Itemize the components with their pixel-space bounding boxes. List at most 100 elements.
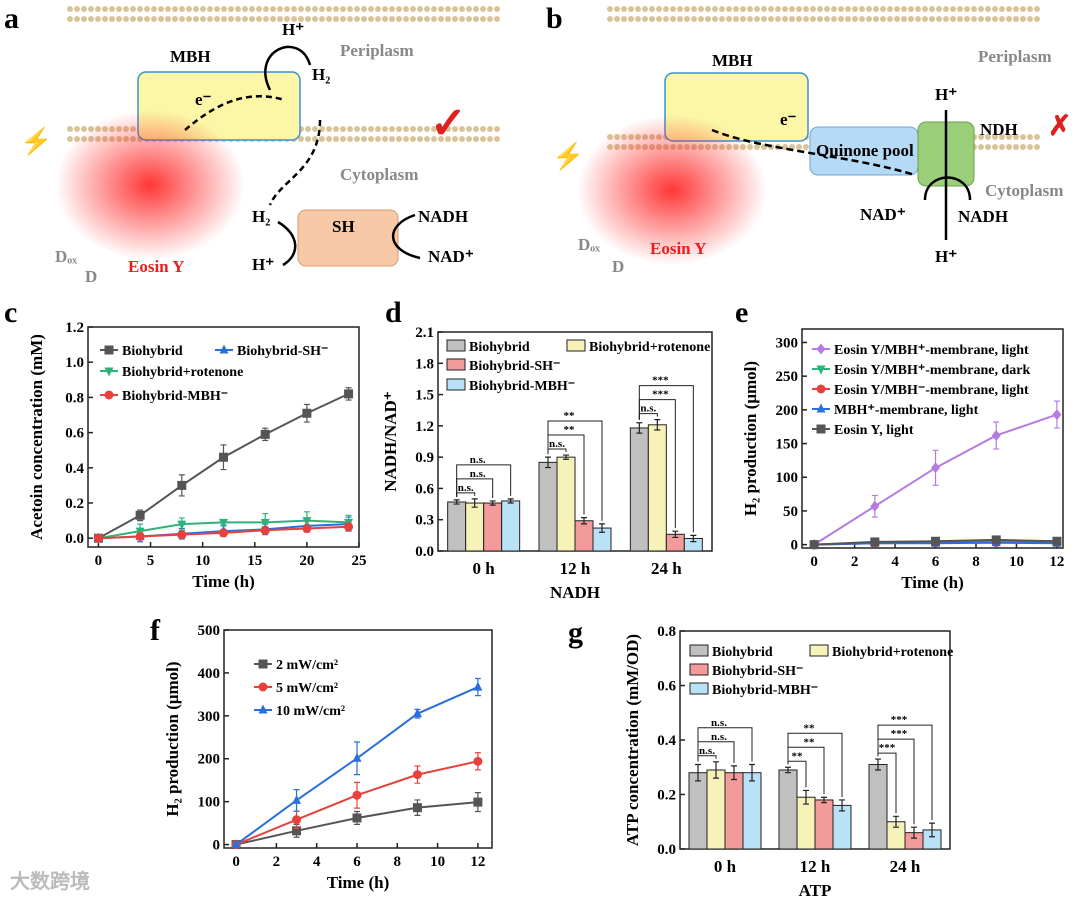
h2-diffusion-arrow (268, 119, 322, 206)
lipid-head (417, 136, 423, 142)
y-axis-label: Acetoin concentration (mM) (27, 334, 46, 540)
lipid-head (95, 6, 101, 12)
bar (465, 502, 485, 552)
lipid-head (221, 16, 227, 22)
marker-circle (219, 528, 228, 538)
lipid-head (438, 16, 444, 22)
mbh-label: MBH (712, 51, 753, 70)
bar (501, 500, 521, 552)
lipid-head (754, 144, 760, 150)
lipid-head (614, 6, 620, 12)
lipid-head (845, 6, 851, 12)
marker-diamond (1052, 409, 1062, 421)
electron-arrow (711, 128, 916, 177)
lipid-head (368, 126, 374, 132)
error-bar (599, 523, 605, 533)
lipid-head (445, 126, 451, 132)
significance-label: n.s. (640, 403, 656, 415)
lipid-head (719, 6, 725, 12)
membrane-bilayer (67, 6, 500, 22)
h-plus-bottom-label: H⁺ (252, 255, 274, 274)
lipid-head (628, 6, 634, 12)
sh-box (297, 209, 399, 267)
lipid-head (887, 16, 893, 22)
lipid-head (249, 16, 255, 22)
lipid-head (165, 6, 171, 12)
lipid-head (179, 6, 185, 12)
significance-label: ** (804, 736, 816, 748)
h-plus-top-label: H⁺ (935, 85, 957, 104)
lipid-head (670, 16, 676, 22)
x-axis-label: Time (h) (327, 873, 390, 892)
lipid-head (354, 136, 360, 142)
lipid-head (319, 16, 325, 22)
lipid-head (992, 134, 998, 140)
y-tick-label: 0 (791, 538, 799, 554)
legend-label: Eosin Y/MBH⁻-membrane, light (834, 383, 1029, 398)
marker-circle (135, 531, 145, 541)
significance-label: n.s. (470, 468, 486, 480)
y-tick-label: 150 (776, 437, 799, 453)
x-tick-label: 0 (95, 553, 103, 569)
lipid-head (389, 6, 395, 12)
lipid-head (340, 16, 346, 22)
lipid-head (950, 6, 956, 12)
marker-square (809, 540, 819, 550)
lipid-head (333, 126, 339, 132)
marker-square (219, 452, 228, 462)
marker-circle (93, 533, 103, 543)
lipid-head (277, 16, 283, 22)
lipid-head (999, 16, 1005, 22)
marker-triangle-up (816, 403, 826, 413)
lipid-head (614, 16, 620, 22)
legend-item: 2 mW/cm² (254, 658, 338, 673)
light-icon: ⚡ (552, 141, 584, 172)
lipid-head (950, 16, 956, 22)
lipid-head (817, 6, 823, 12)
marker-square (292, 826, 302, 836)
lipid-head (719, 16, 725, 22)
significance-label: n.s. (458, 482, 474, 494)
lipid-head (431, 126, 437, 132)
lipid-head (116, 16, 122, 22)
lipid-head (354, 16, 360, 22)
legend-item: Biohybrid-SH⁻ (215, 344, 328, 359)
x-tick-label: 2 (851, 554, 859, 570)
x-tick-label: 10 (1009, 554, 1024, 570)
lipid-head (480, 16, 486, 22)
marker-circle (344, 522, 354, 532)
lipid-head (726, 6, 732, 12)
marker-triangle-down (177, 520, 187, 530)
y-tick-label: 0.2 (657, 788, 676, 804)
error-bar (489, 500, 496, 506)
lipid-head (382, 6, 388, 12)
lipid-head (305, 126, 311, 132)
x-tick-label: 0 (232, 854, 240, 870)
significance-bracket (697, 727, 753, 762)
lipid-head (656, 16, 662, 22)
x-tick-label: 8 (394, 854, 402, 870)
panel-label-g: g (568, 616, 583, 649)
legend-item: Biohybrid+rotenone (100, 365, 243, 380)
lipid-head (214, 6, 220, 12)
lipid-head (326, 136, 332, 142)
d-label: D (85, 267, 97, 286)
lipid-head (999, 6, 1005, 12)
lipid-head (929, 16, 935, 22)
y-axis-label: ATP concentration (mM/OD) (623, 634, 642, 846)
lipid-head (382, 136, 388, 142)
lipid-head (389, 136, 395, 142)
lipid-head (459, 16, 465, 22)
lipid-head (368, 6, 374, 12)
lipid-head (1013, 16, 1019, 22)
lipid-head (389, 126, 395, 132)
significance-label: n.s. (711, 731, 727, 743)
lipid-head (810, 16, 816, 22)
lipid-head (978, 144, 984, 150)
category-label: 0 h (473, 559, 496, 578)
error-bar (731, 765, 737, 781)
error-bar (713, 761, 719, 779)
significance-label: ** (804, 722, 816, 734)
category-label: 24 h (890, 857, 921, 876)
lipid-head (151, 6, 157, 12)
